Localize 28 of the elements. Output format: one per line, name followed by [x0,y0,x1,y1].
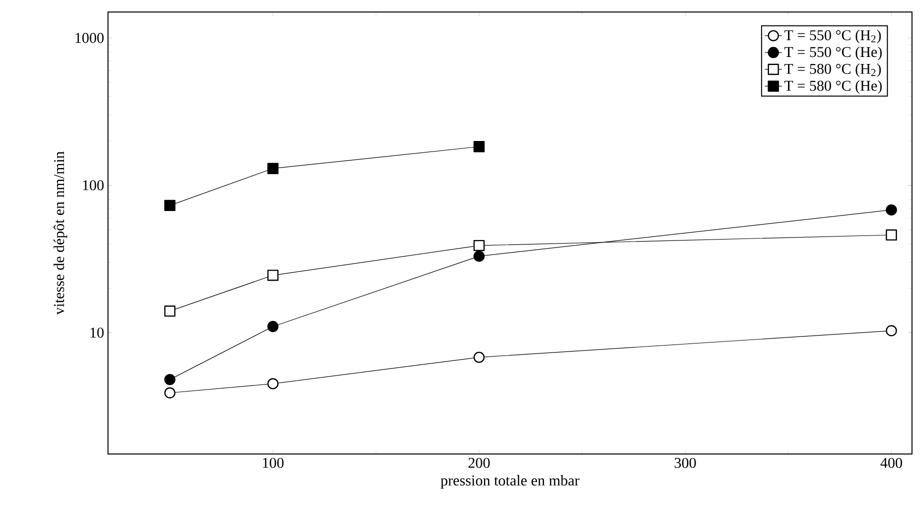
point [474,141,485,152]
x-tick-label: 300 [674,458,696,468]
x-tick-label: 400 [880,458,902,468]
y-axis-title: vitesse de dépôt en nm/min [54,151,68,315]
point [267,270,279,281]
y-tick-label: 100 [83,180,104,190]
point [886,229,897,241]
point [267,162,279,174]
point [267,378,279,390]
point [474,240,485,252]
point [474,250,485,262]
legend-label: T = 580 °C (He) [784,80,882,94]
x-axis-title: pression totale en mbar [440,475,580,489]
point [474,352,485,363]
point [886,325,897,336]
y-tick-label: 10 [90,328,104,338]
y-tick-label: 1000 [76,32,104,43]
point [164,387,176,398]
legend-label: T = 580 °C (H$_{2}$) [784,63,881,77]
point [164,374,176,386]
point [267,320,279,332]
point [886,204,897,216]
legend-label: T = 550 °C (He) [784,46,882,60]
x-tick-label: 100 [263,458,284,468]
point [164,306,176,317]
point [164,200,176,211]
legend-label: T = 550 °C (H$_{2}$) [784,30,881,44]
x-tick-label: 200 [468,458,490,468]
